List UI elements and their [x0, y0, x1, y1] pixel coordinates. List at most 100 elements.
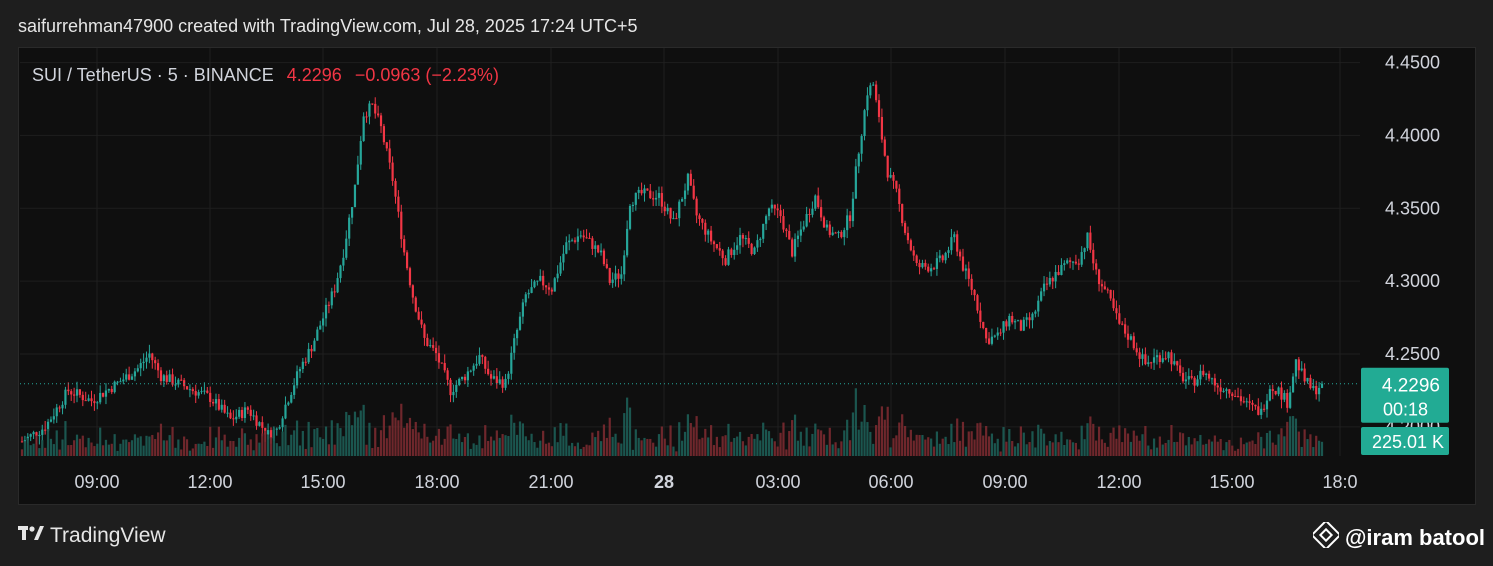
candle-body [935, 258, 939, 269]
candle-body [721, 250, 724, 259]
volume-bar [785, 449, 788, 456]
candle-body [1040, 291, 1043, 301]
candle-body [568, 240, 571, 243]
candle-body [391, 162, 394, 181]
volume-bar [275, 443, 278, 456]
candle-body [287, 402, 290, 405]
volume-bar [597, 430, 600, 456]
candle-body [715, 244, 718, 249]
volume-bar [1170, 425, 1173, 456]
chart-panel[interactable] [18, 47, 1476, 505]
candle-body [1042, 283, 1046, 292]
volume-bar [162, 440, 165, 456]
volume-bar [886, 406, 889, 456]
volume-bar [576, 442, 580, 456]
candle-body [898, 188, 901, 205]
candle-body [475, 363, 478, 366]
volume-bar [498, 437, 501, 456]
candle-body [1141, 354, 1144, 359]
candle-body [932, 268, 936, 270]
candle-body [605, 264, 608, 268]
candle-body [359, 141, 362, 165]
volume-bar [177, 439, 180, 456]
candle-body [724, 258, 727, 265]
volume-bar [637, 437, 640, 456]
volume-bar [1135, 435, 1138, 456]
candle-body [382, 126, 386, 143]
candle-body [90, 398, 93, 402]
candle-body [750, 243, 753, 255]
y-tick-label: 4.4000 [1385, 125, 1440, 145]
volume-bar [1103, 442, 1106, 456]
candle-body [142, 361, 145, 364]
candle-body [38, 434, 41, 437]
candle-body [246, 407, 249, 410]
candle-body [1037, 300, 1040, 312]
volume-bar [967, 431, 970, 456]
volume-label: 225.01 K [1372, 432, 1444, 452]
volume-bar [1060, 431, 1063, 456]
candle-body [657, 193, 661, 198]
candle-body [1016, 320, 1020, 322]
volume-bar [536, 447, 539, 456]
volume-bar [1048, 440, 1051, 456]
volume-bar [695, 416, 698, 456]
volume-bar [492, 440, 496, 456]
candle-body [252, 415, 255, 417]
candle-body [397, 196, 400, 212]
x-tick-label: 09:00 [74, 472, 119, 492]
candle-body [1138, 352, 1141, 359]
volume-bar [264, 430, 267, 456]
volume-bar [278, 446, 281, 456]
volume-bar [979, 422, 982, 456]
candle-body [854, 166, 857, 199]
volume-bar [377, 447, 380, 456]
volume-bar [99, 427, 102, 456]
volume-bar [542, 430, 545, 456]
candle-body [327, 304, 331, 306]
volume-bar [1245, 442, 1248, 456]
candle-body [695, 198, 698, 216]
candle-body [1196, 379, 1199, 386]
volume-bar [1207, 439, 1211, 456]
volume-bar [958, 440, 962, 456]
volume-bar [316, 427, 319, 456]
candle-body [889, 174, 892, 178]
candle-body [683, 190, 687, 200]
candle-body [571, 240, 574, 242]
volume-bar [243, 433, 247, 456]
candle-body [582, 235, 585, 238]
volume-bar [738, 431, 742, 456]
volume-bar [423, 423, 426, 456]
candle-body [119, 381, 122, 383]
volume-bar [281, 431, 284, 456]
tradingview-logo[interactable]: TradingView [18, 524, 166, 548]
candle-body [75, 389, 79, 396]
candle-body [1089, 232, 1092, 250]
candle-body [533, 281, 536, 288]
candle-body [148, 353, 151, 358]
candle-body [1126, 333, 1130, 340]
volume-bar [1268, 430, 1271, 456]
candle-body [1112, 298, 1115, 309]
volume-bar [229, 440, 232, 456]
candle-body [779, 210, 782, 217]
x-tick-label: 06:00 [868, 472, 913, 492]
candle-body [516, 329, 519, 339]
volume-bar [165, 440, 168, 456]
candle-body [782, 216, 785, 230]
candle-body [1179, 365, 1182, 373]
candle-body [518, 316, 522, 330]
volume-bar [851, 412, 855, 456]
candle-body [1152, 357, 1156, 363]
volume-bar [240, 428, 244, 456]
candle-body [556, 273, 559, 279]
volume-bar [180, 449, 183, 456]
volume-bar [211, 447, 215, 456]
volume-bar [987, 436, 991, 456]
candle-body [753, 247, 756, 255]
volume-bar [921, 434, 924, 456]
candle-body [1144, 354, 1147, 365]
volume-bar [892, 438, 895, 456]
